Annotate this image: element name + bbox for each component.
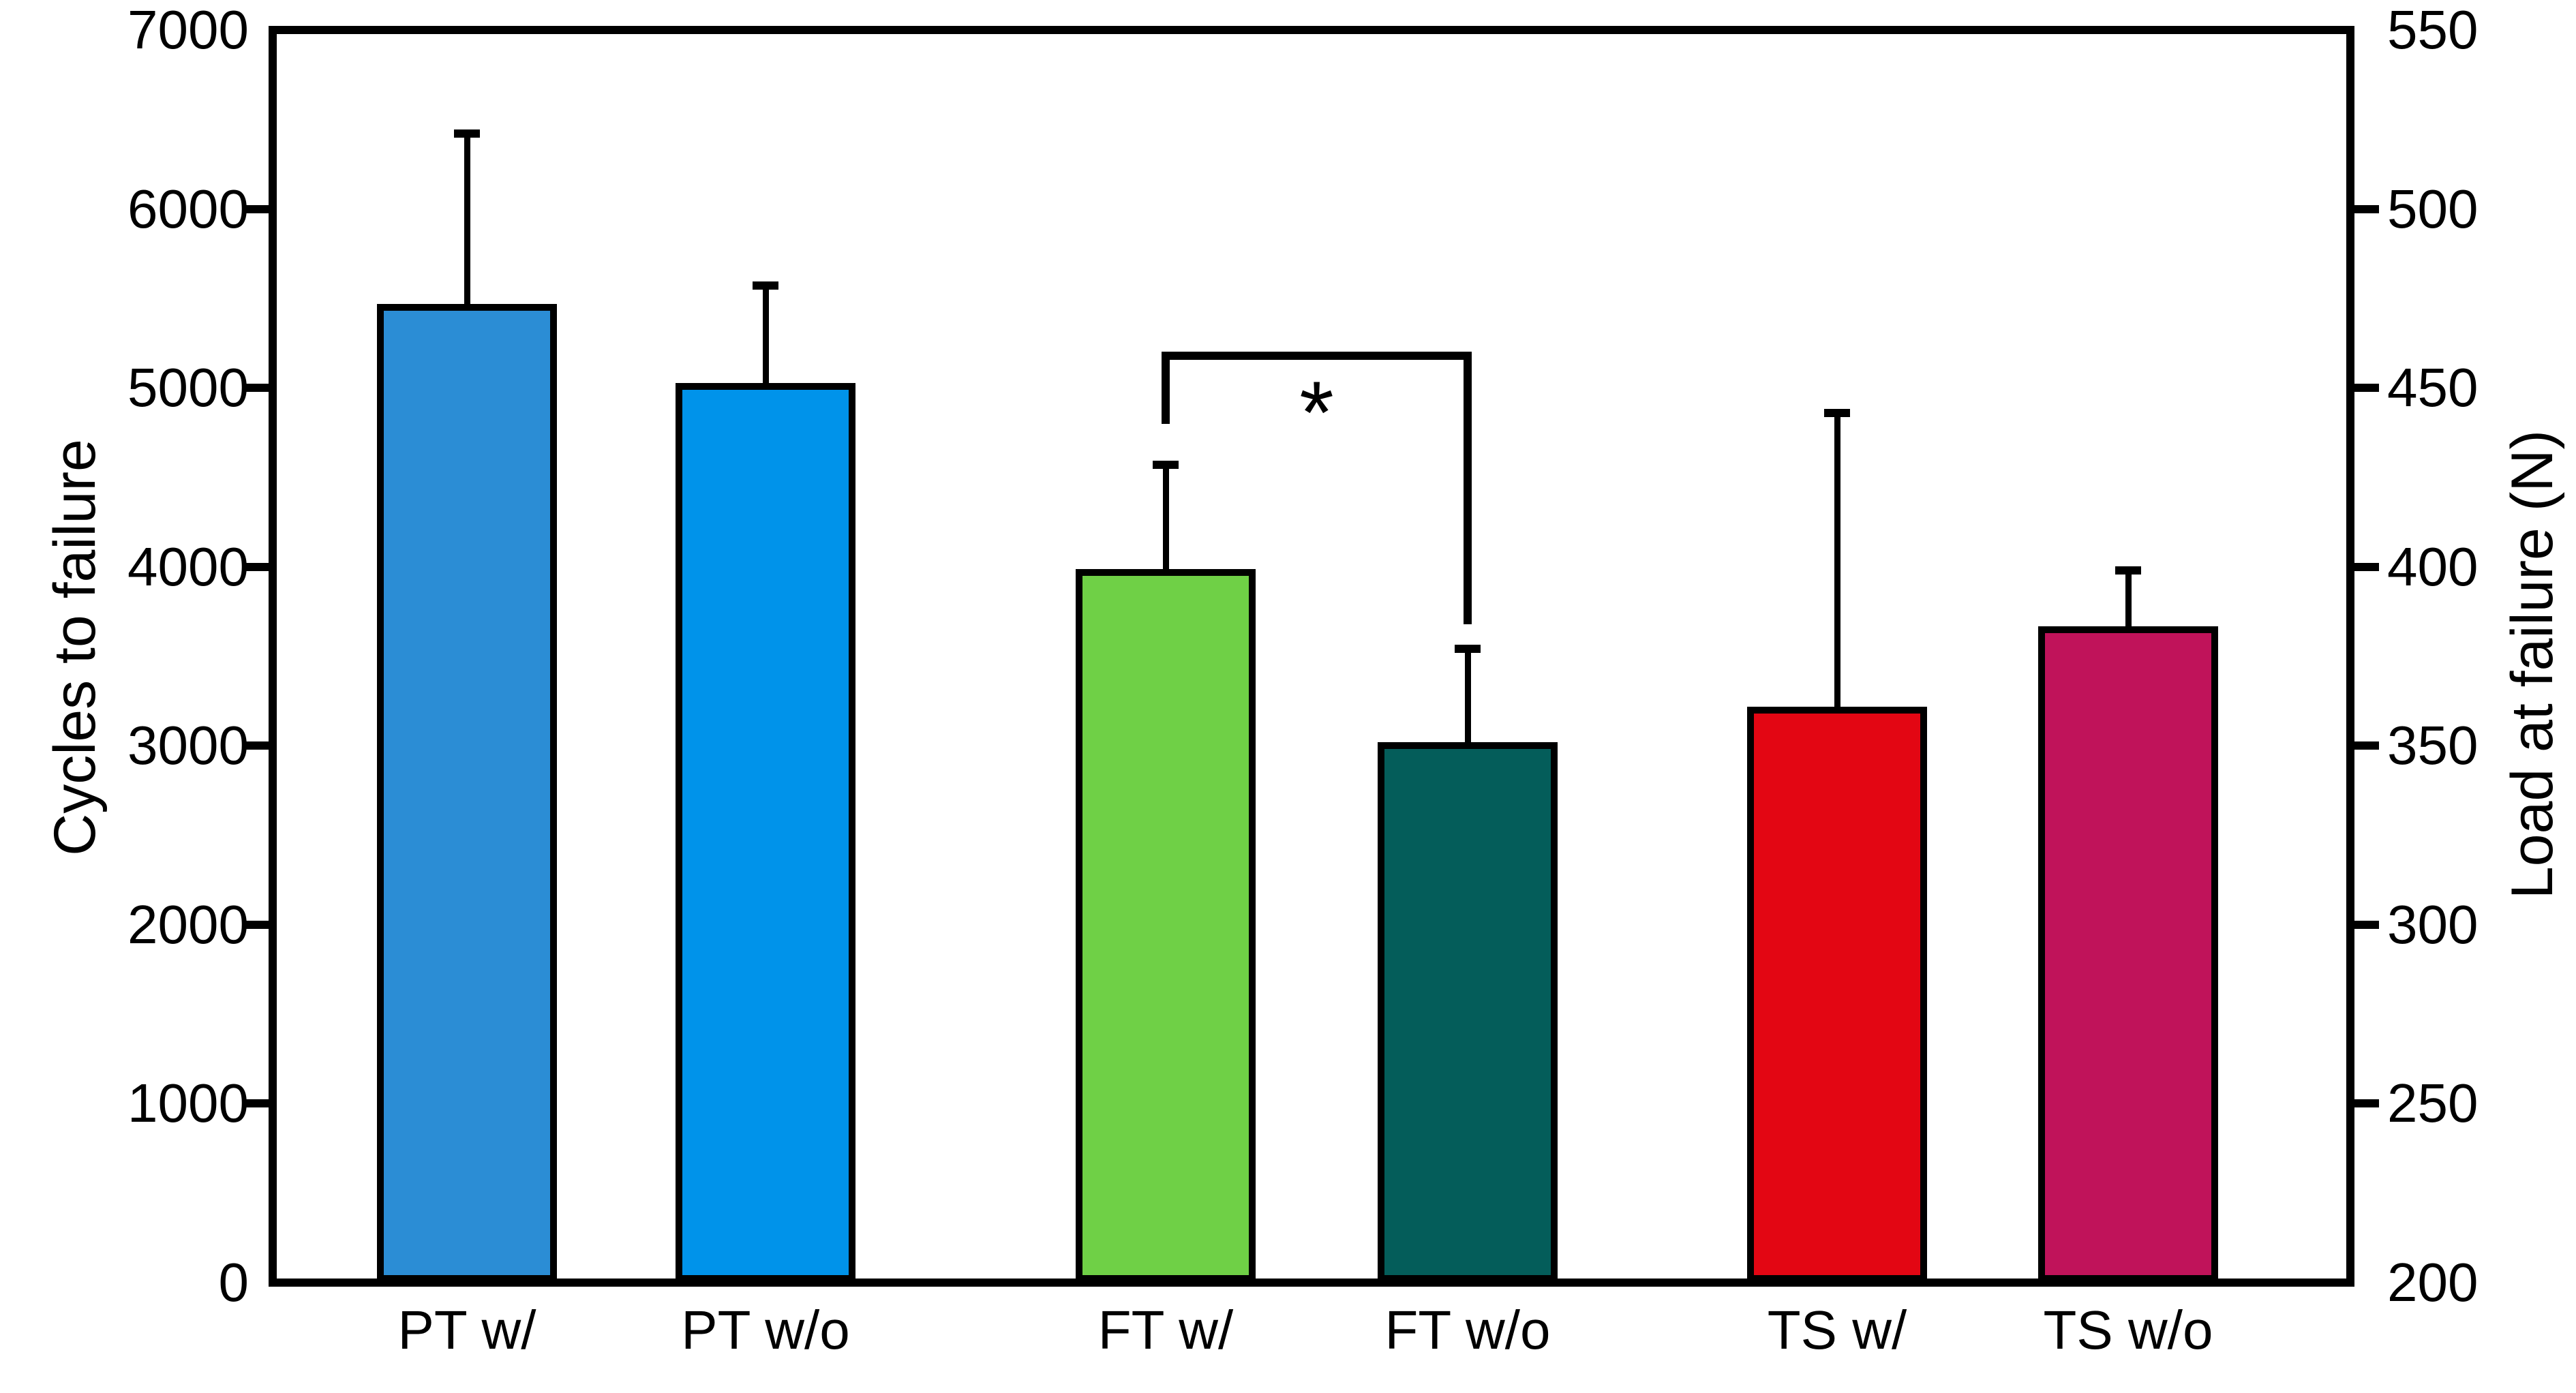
- error-bar-ft-w: [1162, 465, 1169, 572]
- error-bar-cap-ft-wo: [1455, 645, 1481, 654]
- y-tick-label-right-300: 300: [2387, 893, 2479, 955]
- significance-bracket-left-drop: [1162, 355, 1170, 424]
- significance-bracket-right-drop: [1464, 355, 1472, 624]
- y-tick-label-right-400: 400: [2387, 536, 2479, 597]
- x-tick-label-pt-wo: PT w/o: [681, 1300, 850, 1360]
- left-tick-3000: [244, 741, 269, 750]
- error-bar-cap-pt-w: [454, 129, 480, 138]
- y-tick-label-right-500: 500: [2387, 178, 2479, 239]
- bar-ft-wo: [1378, 742, 1558, 1282]
- y-tick-label-left-4000: 4000: [127, 536, 249, 597]
- bar-ts-w: [1747, 706, 1927, 1282]
- y-tick-label-left-0: 0: [218, 1252, 249, 1313]
- error-bar-ts-wo: [2125, 570, 2132, 630]
- y-tick-label-left-5000: 5000: [127, 357, 249, 418]
- error-bar-ft-wo: [1464, 649, 1471, 746]
- x-tick-label-ft-w: FT w/: [1097, 1300, 1234, 1360]
- error-bar-ts-w: [1834, 412, 1840, 710]
- significance-bracket-horizontal: [1162, 351, 1472, 360]
- x-tick-label-ts-w: TS w/: [1767, 1300, 1907, 1360]
- right-tick-300: [2354, 920, 2379, 929]
- y-tick-label-left-6000: 6000: [127, 178, 249, 239]
- error-bar-pt-wo: [762, 286, 769, 386]
- right-tick-450: [2354, 384, 2379, 393]
- left-tick-1000: [244, 1099, 269, 1108]
- x-tick-label-ts-wo: TS w/o: [2043, 1300, 2213, 1360]
- x-tick-label-pt-w: PT w/: [397, 1300, 536, 1360]
- right-tick-250: [2354, 1099, 2379, 1108]
- bar-ts-wo: [2038, 626, 2218, 1282]
- right-tick-350: [2354, 741, 2379, 750]
- significance-star: *: [1299, 362, 1334, 462]
- left-tick-2000: [244, 920, 269, 929]
- right-axis-title: Load at failure (N): [2500, 429, 2565, 900]
- error-bar-pt-w: [464, 134, 470, 307]
- y-tick-label-left-2000: 2000: [127, 893, 249, 955]
- right-tick-500: [2354, 204, 2379, 213]
- bar-pt-wo: [676, 382, 855, 1282]
- left-tick-4000: [244, 562, 269, 571]
- y-tick-label-right-200: 200: [2387, 1252, 2479, 1313]
- left-tick-5000: [244, 384, 269, 393]
- y-tick-label-right-350: 350: [2387, 715, 2479, 776]
- y-tick-label-right-550: 550: [2387, 0, 2479, 60]
- error-bar-cap-pt-wo: [753, 281, 778, 290]
- error-bar-cap-ts-w: [1824, 408, 1850, 417]
- left-tick-6000: [244, 204, 269, 213]
- bar-ft-w: [1076, 568, 1256, 1282]
- left-axis-title: Cycles to failure: [42, 439, 108, 856]
- y-tick-label-left-7000: 7000: [127, 0, 249, 60]
- y-tick-label-left-1000: 1000: [127, 1073, 249, 1134]
- y-tick-label-right-450: 450: [2387, 357, 2479, 418]
- x-tick-label-ft-wo: FT w/o: [1384, 1300, 1551, 1360]
- right-tick-400: [2354, 562, 2379, 571]
- y-tick-label-right-250: 250: [2387, 1073, 2479, 1134]
- error-bar-cap-ft-w: [1153, 461, 1179, 470]
- bar-pt-w: [377, 303, 557, 1282]
- error-bar-cap-ts-wo: [2115, 566, 2141, 575]
- y-tick-label-left-3000: 3000: [127, 715, 249, 776]
